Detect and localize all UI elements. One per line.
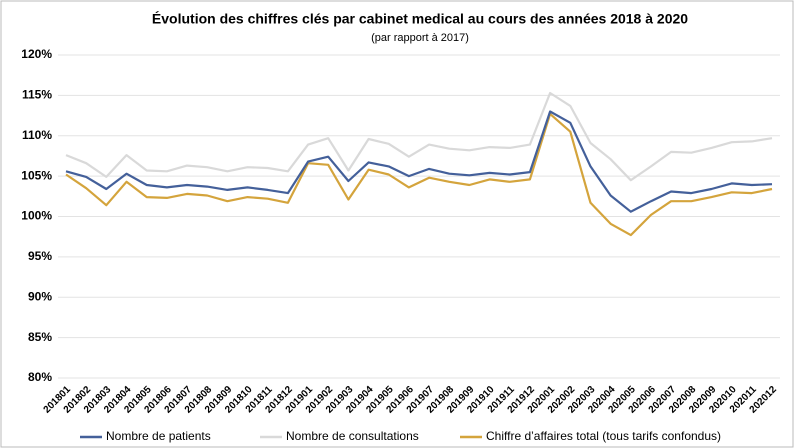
y-tick-label: 80% xyxy=(28,370,52,384)
y-tick-label: 85% xyxy=(28,330,52,344)
y-tick-label: 115% xyxy=(22,88,52,102)
series-line xyxy=(65,91,773,182)
series-line xyxy=(65,110,773,213)
series-line xyxy=(65,112,773,237)
chart-title: Évolution des chiffres clés par cabinet … xyxy=(152,11,688,27)
chart-subtitle: (par rapport à 2017) xyxy=(371,32,469,44)
legend-label: Nombre de patients xyxy=(106,429,211,443)
y-tick-label: 105% xyxy=(21,168,52,182)
y-tick-label: 100% xyxy=(21,209,52,223)
legend-label: Chiffre d’affaires total (tous tarifs co… xyxy=(486,429,721,443)
y-tick-label: 110% xyxy=(22,128,52,142)
y-tick-label: 95% xyxy=(28,249,52,263)
y-tick-label: 90% xyxy=(28,289,52,303)
legend-label: Nombre de consultations xyxy=(286,429,419,443)
y-tick-label: 120% xyxy=(21,47,52,61)
